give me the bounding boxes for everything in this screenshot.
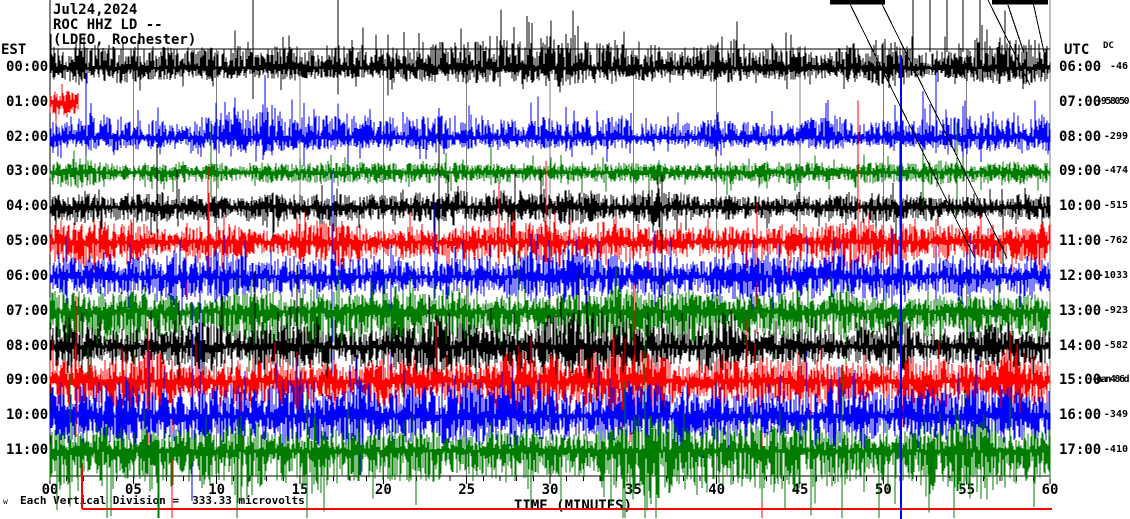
x-tick-label-20: 20 bbox=[374, 482, 392, 498]
est-label-03:00: 03:00 bbox=[6, 163, 49, 180]
x-tick-label-05: 05 bbox=[124, 482, 142, 498]
trace-row-10:00 bbox=[49, 124, 1051, 274]
utc-label-08:00: 08:00 bbox=[1059, 128, 1102, 145]
utc-label-17:00: 17:00 bbox=[1059, 442, 1102, 459]
dc-value-07:00: -958050 bbox=[1096, 95, 1129, 107]
dc-value-09:00: -474 bbox=[1103, 165, 1128, 177]
dc-value-15:00: -nan486d bbox=[1091, 374, 1130, 386]
vertical-division-caption: Each Vertical Division = 333.33 microvol… bbox=[20, 494, 305, 507]
x-tick-label-45: 45 bbox=[791, 482, 809, 498]
est-label-06:00: 06:00 bbox=[6, 267, 49, 284]
est-label-07:00: 07:00 bbox=[6, 302, 49, 319]
utc-label-16:00: 16:00 bbox=[1059, 407, 1102, 424]
timing-mark-diagonal bbox=[1032, 1, 1045, 53]
trace-row-12:00 bbox=[49, 171, 1051, 411]
x-tick-label-25: 25 bbox=[458, 482, 476, 498]
est-label-09:00: 09:00 bbox=[6, 372, 49, 389]
dc-value-10:00: -515 bbox=[1103, 200, 1128, 212]
right-axis-header-dc: DC bbox=[1103, 41, 1114, 51]
utc-label-07:00: 07:00 bbox=[1059, 93, 1102, 110]
right-axis-header-utc: UTC bbox=[1064, 42, 1090, 58]
x-tick-label-55: 55 bbox=[958, 482, 976, 498]
dc-value-06:00: -46 bbox=[1109, 61, 1128, 72]
trace-row-16:00 bbox=[49, 263, 1051, 501]
x-tick-label-15: 15 bbox=[291, 482, 309, 498]
trace-row-09:00 bbox=[49, 121, 1051, 216]
est-label-04:00: 04:00 bbox=[6, 198, 49, 215]
est-label-10:00: 10:00 bbox=[6, 407, 49, 424]
x-tick-label-40: 40 bbox=[708, 482, 726, 498]
utc-label-14:00: 14:00 bbox=[1059, 337, 1102, 354]
dc-value-12:00: -1033 bbox=[1097, 269, 1128, 281]
trace-row-07:00 bbox=[49, 84, 79, 123]
dc-value-16:00: -349 bbox=[1103, 409, 1128, 421]
utc-label-10:00: 10:00 bbox=[1059, 198, 1102, 215]
est-label-05:00: 05:00 bbox=[6, 233, 49, 250]
x-tick-label-30: 30 bbox=[541, 482, 559, 498]
plot-title-date: Jul24,2024 bbox=[53, 2, 138, 18]
dc-value-17:00: -410 bbox=[1103, 444, 1128, 456]
est-label-11:00: 11:00 bbox=[6, 442, 49, 459]
utc-label-13:00: 13:00 bbox=[1059, 302, 1102, 319]
trace-row-15:00 bbox=[49, 282, 1051, 518]
utc-label-11:00: 11:00 bbox=[1059, 233, 1102, 250]
plot-title-network: (LDEO, Rochester) bbox=[53, 32, 197, 48]
dc-value-11:00: -762 bbox=[1103, 235, 1128, 247]
utc-label-12:00: 12:00 bbox=[1059, 267, 1102, 284]
est-label-02:00: 02:00 bbox=[6, 128, 49, 145]
x-tick-label-00: 00 bbox=[41, 482, 59, 498]
timing-mark-diagonal bbox=[847, 0, 976, 259]
dc-value-13:00: -923 bbox=[1103, 304, 1128, 316]
trace-row-17:00 bbox=[49, 319, 1051, 518]
watermark-glyph: w bbox=[3, 497, 8, 506]
trace-row-08:00 bbox=[49, 71, 1051, 169]
trace-row-06:00 bbox=[49, 0, 1051, 100]
utc-label-09:00: 09:00 bbox=[1059, 163, 1102, 180]
utc-label-06:00: 06:00 bbox=[1059, 59, 1102, 75]
x-tick-label-10: 10 bbox=[208, 482, 226, 498]
dc-value-14:00: -582 bbox=[1103, 339, 1128, 351]
est-label-08:00: 08:00 bbox=[6, 337, 49, 354]
dc-value-08:00: -299 bbox=[1103, 130, 1128, 142]
plot-title-station: ROC HHZ LD -- bbox=[53, 17, 163, 33]
timing-mark-diagonal bbox=[987, 0, 1031, 86]
est-label-00:00: 00:00 bbox=[6, 59, 49, 75]
est-label-01:00: 01:00 bbox=[6, 93, 49, 110]
utc-label-15:00: 15:00 bbox=[1059, 372, 1102, 389]
trace-row-13:00 bbox=[49, 250, 1051, 408]
x-tick-label-60: 60 bbox=[1041, 482, 1059, 498]
timing-mark-diagonal bbox=[879, 0, 1008, 259]
timing-mark-diagonal bbox=[1007, 4, 1025, 54]
trace-row-11:00 bbox=[49, 100, 1051, 334]
left-axis-header-est: EST bbox=[1, 42, 27, 58]
